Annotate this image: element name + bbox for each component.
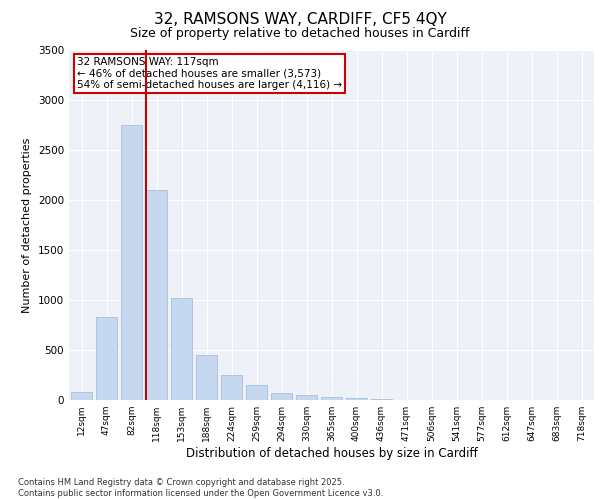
Bar — [246, 385, 267, 400]
Bar — [121, 125, 142, 400]
Bar — [346, 398, 367, 400]
Text: 32, RAMSONS WAY, CARDIFF, CF5 4QY: 32, RAMSONS WAY, CARDIFF, CF5 4QY — [154, 12, 446, 28]
Text: Contains HM Land Registry data © Crown copyright and database right 2025.
Contai: Contains HM Land Registry data © Crown c… — [18, 478, 383, 498]
Bar — [71, 392, 92, 400]
Text: Size of property relative to detached houses in Cardiff: Size of property relative to detached ho… — [130, 28, 470, 40]
Bar — [221, 375, 242, 400]
Y-axis label: Number of detached properties: Number of detached properties — [22, 138, 32, 312]
Bar — [96, 317, 117, 400]
Bar — [371, 399, 392, 400]
Bar — [296, 395, 317, 400]
X-axis label: Distribution of detached houses by size in Cardiff: Distribution of detached houses by size … — [185, 447, 478, 460]
Bar — [271, 392, 292, 400]
Bar — [196, 355, 217, 400]
Text: 32 RAMSONS WAY: 117sqm
← 46% of detached houses are smaller (3,573)
54% of semi-: 32 RAMSONS WAY: 117sqm ← 46% of detached… — [77, 57, 342, 90]
Bar — [321, 397, 342, 400]
Bar — [171, 298, 192, 400]
Bar — [146, 190, 167, 400]
